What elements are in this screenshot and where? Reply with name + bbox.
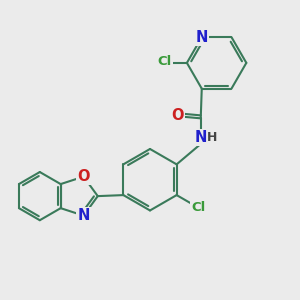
Text: N: N (77, 208, 90, 223)
Text: H: H (207, 131, 217, 144)
Text: Cl: Cl (191, 201, 206, 214)
Text: N: N (194, 130, 207, 145)
Text: O: O (77, 169, 90, 184)
Text: Cl: Cl (157, 55, 172, 68)
Text: O: O (171, 108, 184, 123)
Text: N: N (196, 30, 208, 45)
